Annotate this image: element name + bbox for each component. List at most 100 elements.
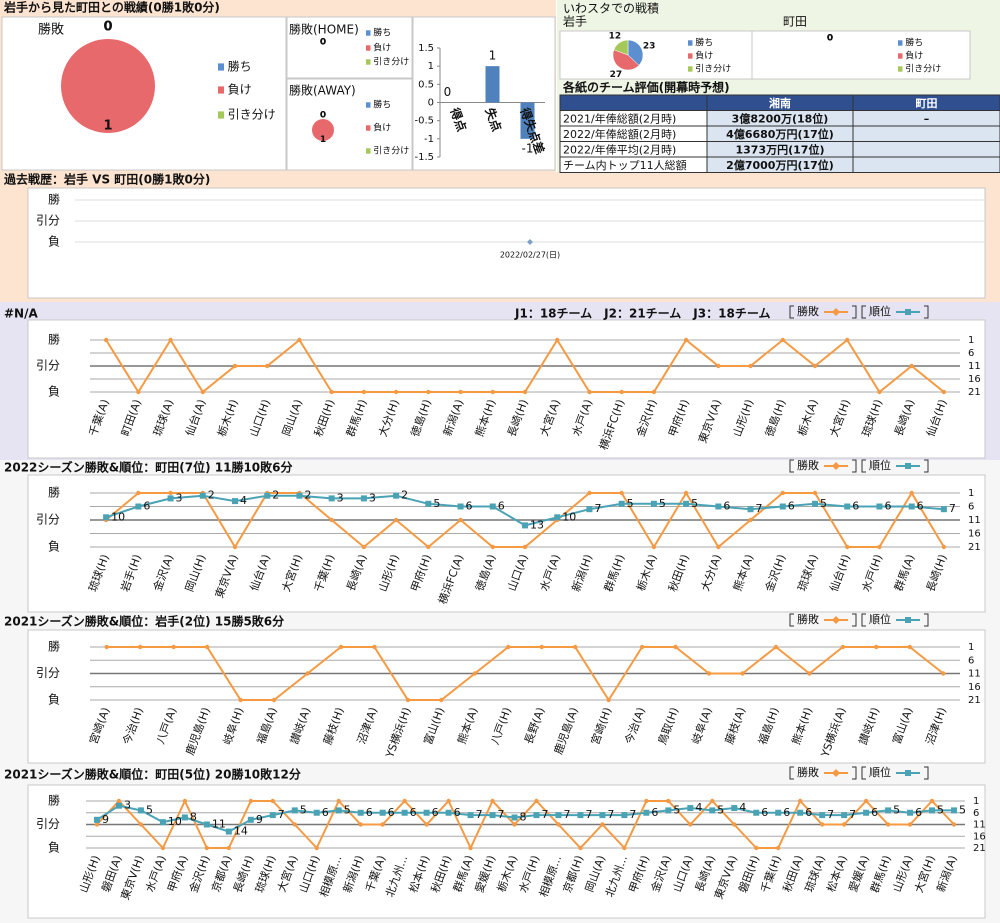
data-label: 3 [369,491,376,504]
marker [666,798,671,804]
data-label: 8 [190,810,197,823]
marker [269,812,276,819]
legend-marker [832,769,840,777]
data-label: 2 [401,489,408,502]
legend-label: 勝ち [373,99,391,111]
data-label: 0 [444,85,452,99]
data-label: 1 [489,49,497,63]
data-label: 7 [541,808,548,821]
marker [716,363,721,369]
legend-label: 勝敗 [797,765,819,779]
marker [877,389,882,395]
marker [458,517,463,523]
marker [812,363,818,369]
box [27,629,986,764]
data-label: 4 [240,494,247,507]
panel-title: いわスタでの戦積 [563,1,659,16]
marker [621,812,628,819]
marker [468,845,473,851]
marker [379,809,386,816]
marker [807,671,812,676]
data-label: 4 [739,801,746,814]
marker [360,495,367,502]
marker [232,544,238,550]
chart-title: 過去戦歴：岩手 VS 町田(0勝1敗0分) [3,172,210,187]
marker [555,812,562,819]
cell-value: – [924,112,930,125]
data-label: 0 [320,38,326,48]
legend-bracket [924,305,929,319]
legend-label: 順位 [869,612,891,626]
data-label: 7 [498,808,505,821]
data-label: 5 [717,803,724,816]
legend-swatch [218,86,224,94]
chart-title: #N/A [4,307,38,321]
marker [181,814,188,821]
legend-bracket [924,613,929,627]
legend-bracket [861,766,866,780]
legend-label: 順位 [869,765,891,779]
data-label: 6 [783,806,790,819]
cell [852,125,1000,142]
data-label: 6 [432,806,439,819]
data-label: 6 [322,806,329,819]
legend-bracket [789,766,794,780]
column-header: 町田 [916,97,938,110]
legend-bracket [861,613,866,627]
data-label: 9 [102,813,109,826]
marker [639,644,645,650]
y-tick-label: 負 [48,235,60,249]
legend-label: 負け [905,50,923,62]
marker [489,812,496,819]
legend-swatch [366,148,371,154]
legend-bracket [789,459,794,473]
marker [171,644,176,650]
marker [270,798,275,804]
y2-tick-label: 6 [968,655,974,666]
marker [909,363,914,369]
marker [512,822,517,827]
data-label: 12 [609,32,622,42]
marker [358,822,363,827]
marker [819,812,826,819]
data-label: 10 [562,510,576,523]
y-tick-label: 勝 [48,639,60,654]
chart-title: 町田 [783,15,807,29]
row-label: チーム内トップ11人総額 [563,158,687,172]
y-tick-label: -0.5 [414,116,434,127]
marker [747,506,754,513]
marker [941,671,946,676]
marker [329,517,334,523]
legend-label: 勝敗 [797,458,819,472]
marker [907,644,913,650]
data-label: 2 [272,489,279,502]
marker [490,389,495,395]
legend-bracket [924,459,929,473]
data-label: 7 [629,808,636,821]
marker [168,490,173,496]
pie-slice [61,39,155,133]
data-label: 5 [344,803,351,816]
data-label: 5 [893,803,900,816]
data-label: 7 [607,808,614,821]
y-tick-label: 0 [428,98,434,109]
marker [619,490,624,496]
marker [372,644,377,650]
marker [490,798,495,804]
legend-swatch [688,66,693,72]
marker [335,807,342,814]
table-title: 各紙のチーム評価(開幕時予想) [562,80,730,95]
marker [329,389,334,395]
marker [490,544,495,550]
legend-bracket [924,766,929,780]
legend-swatch [898,53,903,59]
y2-tick-label: 11 [968,361,981,372]
box [27,784,986,919]
marker [160,845,166,851]
marker [423,809,430,816]
y2-tick-label: 6 [973,808,979,819]
chart-title: 2022シーズン勝敗&順位：町田(7位) 11勝10敗6分 [4,460,293,475]
marker [748,363,753,369]
legend-swatch [898,66,903,72]
data-label: 6 [884,500,891,513]
